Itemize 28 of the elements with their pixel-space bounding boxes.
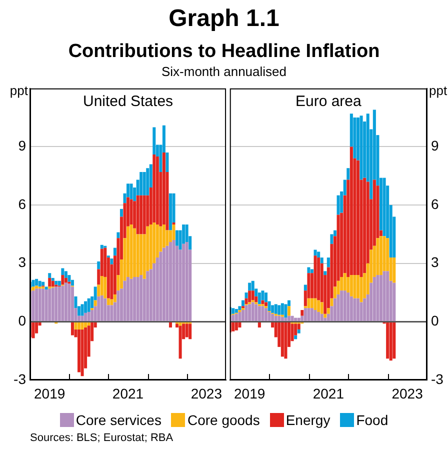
y-axis-title: ppt [429,82,448,98]
chart-title: Euro area [295,93,362,110]
y-tick-label: 6 [18,196,26,212]
legend-label: Food [356,412,388,428]
x-tick-label: 2021 [112,385,144,402]
y-tick-label: -3 [14,370,26,387]
x-tick-label: 2023 [392,385,424,402]
y-tick-label: -3 [431,370,444,387]
y-tick-label: 3 [18,254,26,270]
source-note: Sources: BLS; Eurostat; RBA [30,432,174,444]
text: Contributions to Headline Inflation [67,40,381,64]
text: Graph 1.1 [168,4,280,34]
y-tick-label: 0 [431,312,439,329]
y-tick-label: 3 [431,254,439,270]
x-tick-label: 2019 [34,385,66,402]
y-tick-label: 6 [431,196,439,212]
x-tick-label: 2021 [312,385,344,402]
y-tick-label: 9 [18,138,26,154]
legend-label: Core services [76,412,162,428]
y-tick-label: 0 [18,312,26,329]
y-axis-title: ppt [10,82,28,98]
legend-label: Core goods [187,412,260,428]
legend-label: Energy [286,412,330,428]
x-tick-label: 2019 [234,385,266,402]
x-tick-label: 2023 [190,385,222,402]
text: Six-month annualised [160,64,288,79]
chart-title: United States [82,93,174,110]
y-tick-label: 9 [431,138,439,154]
